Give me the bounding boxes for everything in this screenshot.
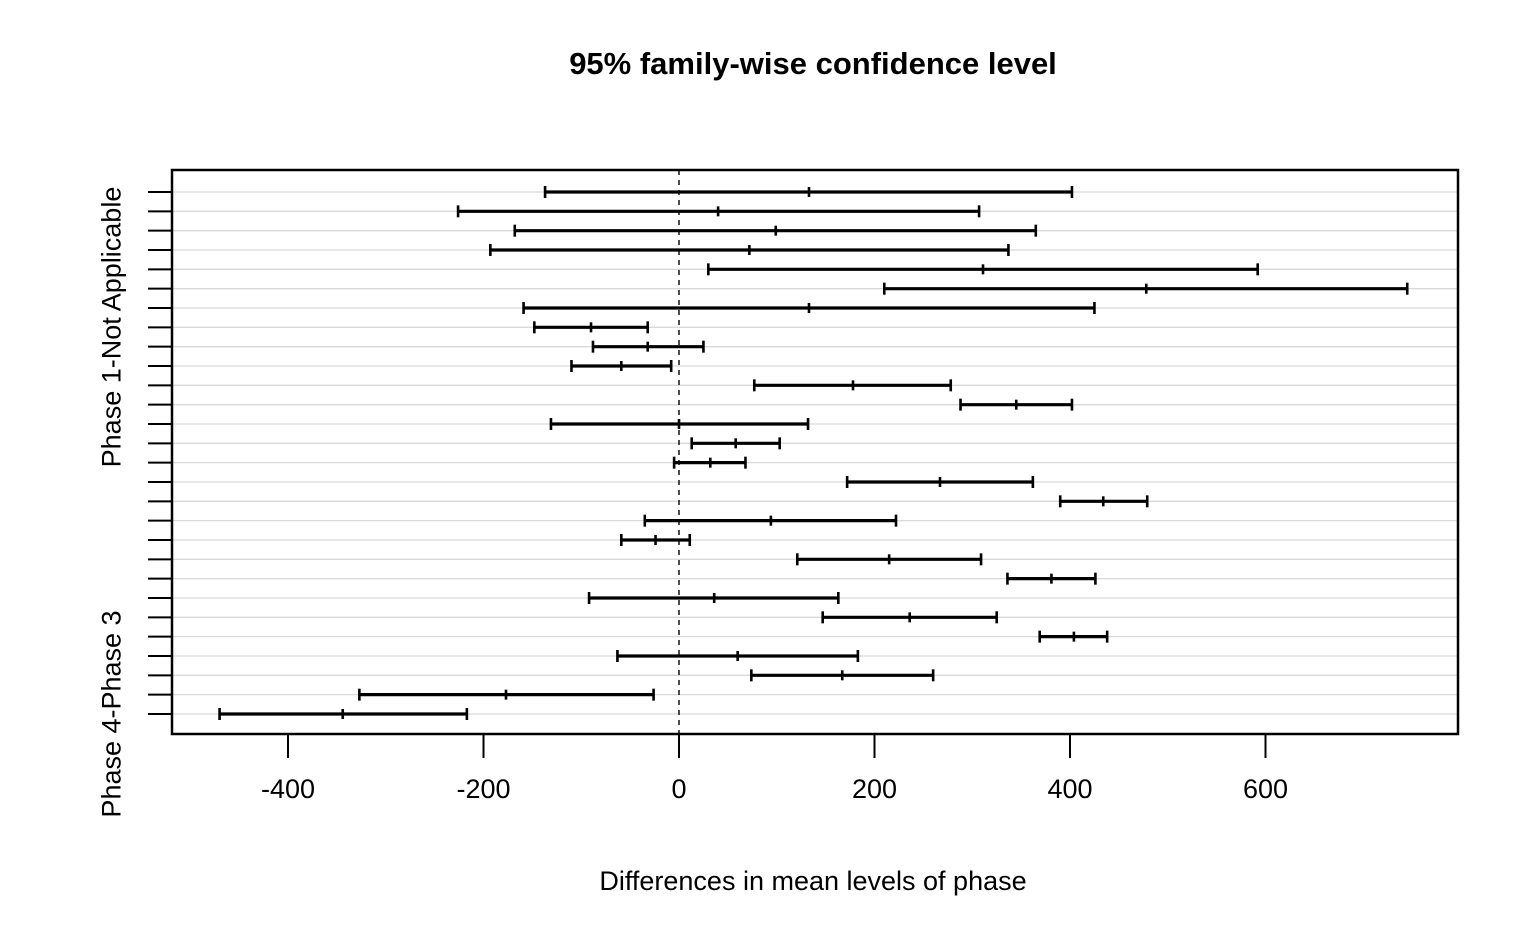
x-tick-label: 600 bbox=[1243, 774, 1288, 804]
x-tick-label: 400 bbox=[1047, 774, 1092, 804]
x-tick-label: -200 bbox=[456, 774, 510, 804]
x-axis-title: Differences in mean levels of phase bbox=[599, 866, 1027, 896]
x-tick-label: -400 bbox=[261, 774, 315, 804]
chart-title: 95% family-wise confidence level bbox=[569, 46, 1057, 81]
x-tick-label: 0 bbox=[671, 774, 686, 804]
x-tick-label: 200 bbox=[852, 774, 897, 804]
plot-border bbox=[170, 168, 1460, 736]
